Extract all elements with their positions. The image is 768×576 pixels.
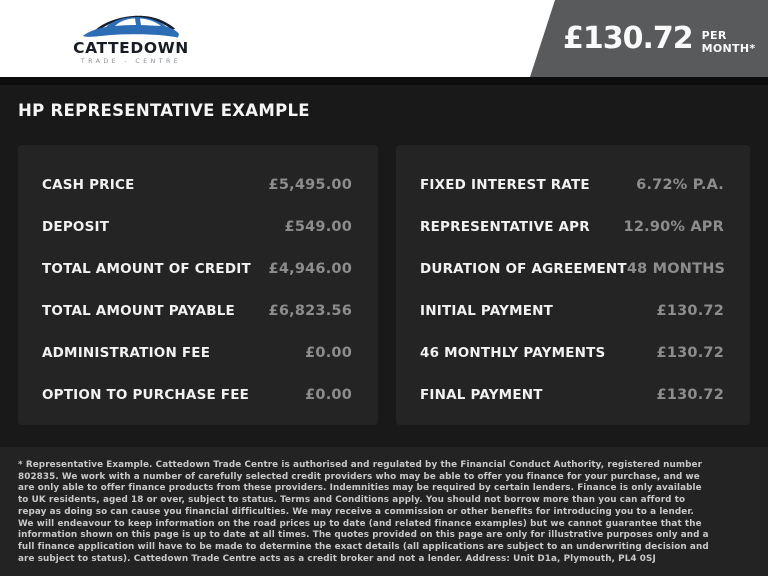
finance-row-label: 46 MONTHLY PAYMENTS [420, 345, 606, 361]
finance-row: 46 MONTHLY PAYMENTS £130.72 [420, 332, 724, 374]
car-logo-icon [83, 15, 179, 38]
finance-row-label: ADMINISTRATION FEE [42, 345, 211, 361]
header: CATTEDOWN TRADE - CENTRE £130.72 PER MON… [0, 0, 768, 77]
finance-row: REPRESENTATIVE APR 12.90% APR [420, 206, 724, 248]
finance-row-value: 48 MONTHS [626, 261, 726, 277]
finance-row: DEPOSIT £549.00 [42, 206, 352, 248]
finance-row-label: TOTAL AMOUNT PAYABLE [42, 303, 235, 319]
finance-row-value: £4,946.00 [268, 261, 352, 277]
logo-name: CATTEDOWN [73, 39, 189, 57]
finance-row-value: £130.72 [656, 345, 724, 361]
finance-row-value: £6,823.56 [268, 303, 352, 319]
finance-row-value: 6.72% P.A. [636, 177, 724, 193]
per-month-label: PER MONTH* [701, 29, 756, 55]
footer: * Representative Example. Cattedown Trad… [0, 447, 768, 576]
finance-panel-left: CASH PRICE £5,495.00 DEPOSIT £549.00 TOTAL A… [18, 145, 378, 425]
monthly-price: £130.72 [563, 20, 694, 56]
finance-row: INITIAL PAYMENT £130.72 [420, 290, 724, 332]
finance-row-value: £0.00 [305, 345, 352, 361]
finance-row: TOTAL AMOUNT OF CREDIT £4,946.00 [42, 248, 352, 290]
finance-row-value: £130.72 [656, 303, 724, 319]
finance-row: TOTAL AMOUNT PAYABLE £6,823.56 [42, 290, 352, 332]
finance-row-label: OPTION TO PURCHASE FEE [42, 387, 250, 403]
finance-row-value: £130.72 [656, 387, 724, 403]
finance-row-label: DURATION OF AGREEMENT [420, 261, 627, 277]
finance-row: CASH PRICE £5,495.00 [42, 164, 352, 206]
finance-row: DURATION OF AGREEMENT 48 MONTHS [420, 248, 726, 290]
finance-panel-right: FIXED INTEREST RATE 6.72% P.A. REPRESENTAT… [396, 145, 750, 425]
finance-row-value: £0.00 [305, 387, 352, 403]
finance-row: FINAL PAYMENT £130.72 [420, 374, 724, 416]
finance-row-value: £5,495.00 [268, 177, 352, 193]
footer-disclaimer: * Representative Example. Cattedown Trad… [18, 460, 709, 564]
finance-row-label: INITIAL PAYMENT [420, 303, 554, 319]
finance-row-label: TOTAL AMOUNT OF CREDIT [42, 261, 251, 277]
finance-row-label: FINAL PAYMENT [420, 387, 543, 403]
finance-row-label: DEPOSIT [42, 219, 110, 235]
logo-tagline: TRADE - CENTRE [80, 58, 182, 66]
finance-row-label: CASH PRICE [42, 177, 135, 193]
finance-row: OPTION TO PURCHASE FEE £0.00 [42, 374, 352, 416]
finance-rows-left: CASH PRICE £5,495.00 DEPOSIT £549.00 TOTAL A… [42, 164, 352, 416]
finance-row-value: 12.90% APR [623, 219, 724, 235]
finance-row-label: FIXED INTEREST RATE [420, 177, 590, 193]
finance-row-value: £549.00 [284, 219, 352, 235]
finance-rows-right: FIXED INTEREST RATE 6.72% P.A. REPRESENTAT… [420, 164, 726, 416]
finance-row: FIXED INTEREST RATE 6.72% P.A. [420, 164, 724, 206]
price-banner: £130.72 PER MONTH* [530, 0, 768, 77]
finance-row-label: REPRESENTATIVE APR [420, 219, 590, 235]
page-title: HP REPRESENTATIVE EXAMPLE [18, 101, 310, 120]
dealer-logo: CATTEDOWN TRADE - CENTRE [73, 11, 189, 65]
finance-row: ADMINISTRATION FEE £0.00 [42, 332, 352, 374]
header-divider-strip [0, 77, 768, 85]
